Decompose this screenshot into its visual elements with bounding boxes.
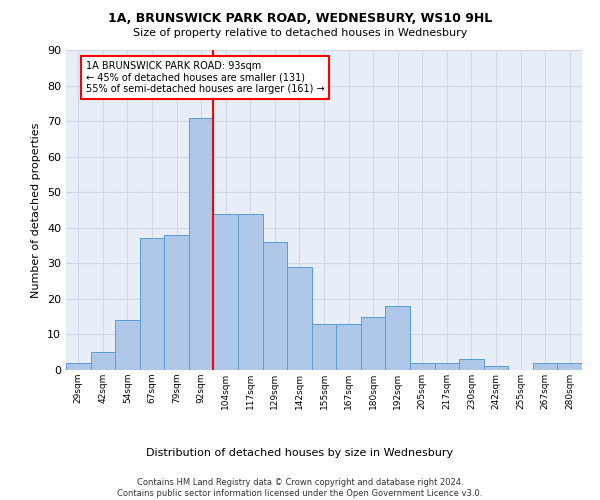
Bar [434,363,459,370]
Bar [263,242,287,370]
Bar [361,316,385,370]
Text: Distribution of detached houses by size in Wednesbury: Distribution of detached houses by size … [146,448,454,458]
Text: 1A BRUNSWICK PARK ROAD: 93sqm
← 45% of detached houses are smaller (131)
55% of : 1A BRUNSWICK PARK ROAD: 93sqm ← 45% of d… [86,60,324,94]
Bar [410,363,434,370]
Bar [189,118,214,370]
Bar [336,324,361,370]
Text: Contains HM Land Registry data © Crown copyright and database right 2024.
Contai: Contains HM Land Registry data © Crown c… [118,478,482,498]
Bar [115,320,140,370]
Bar [91,352,115,370]
Bar [385,306,410,370]
Text: 1A, BRUNSWICK PARK ROAD, WEDNESBURY, WS10 9HL: 1A, BRUNSWICK PARK ROAD, WEDNESBURY, WS1… [108,12,492,26]
Text: Size of property relative to detached houses in Wednesbury: Size of property relative to detached ho… [133,28,467,38]
Y-axis label: Number of detached properties: Number of detached properties [31,122,41,298]
Bar [459,360,484,370]
Bar [66,363,91,370]
Bar [164,235,189,370]
Bar [312,324,336,370]
Bar [214,214,238,370]
Bar [140,238,164,370]
Bar [238,214,263,370]
Bar [533,363,557,370]
Bar [484,366,508,370]
Bar [287,267,312,370]
Bar [557,363,582,370]
